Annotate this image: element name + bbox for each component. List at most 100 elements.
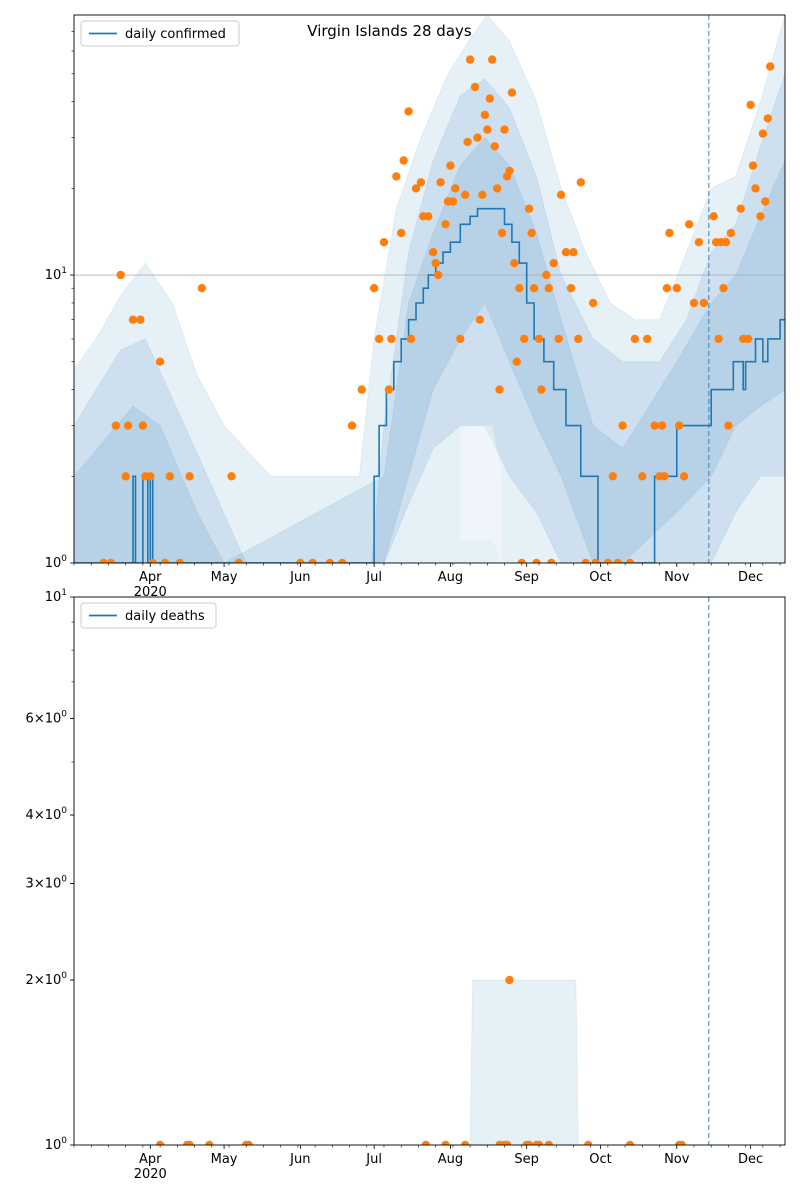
data-point	[584, 1140, 593, 1145]
data-point	[99, 558, 108, 563]
data-point	[446, 161, 455, 170]
y-tick-label: 100	[45, 1136, 68, 1153]
x-tick-label: Jul	[365, 1152, 382, 1167]
data-point	[529, 284, 539, 293]
data-point	[524, 204, 534, 213]
data-point	[544, 1140, 553, 1145]
data-point	[736, 204, 745, 213]
data-point	[495, 385, 504, 394]
data-point	[374, 334, 384, 344]
data-point	[709, 212, 718, 221]
data-point	[475, 315, 485, 324]
data-point	[488, 55, 497, 64]
y-tick-base: 10	[45, 1138, 62, 1153]
x-tick-label: May	[211, 1152, 238, 1167]
y-tick-exponent: 0	[61, 971, 67, 981]
data-point	[244, 1140, 253, 1145]
data-point	[549, 258, 558, 268]
legend-box	[80, 20, 240, 47]
legend: daily confirmed	[80, 20, 240, 47]
y-tick-exponent: 0	[61, 1136, 67, 1146]
x-tick-label: May	[211, 570, 238, 585]
y-tick-base: 10	[45, 877, 62, 892]
data-point	[456, 334, 465, 344]
data-point	[433, 270, 443, 280]
data-point	[699, 298, 708, 308]
data-point	[608, 472, 617, 481]
data-point	[625, 1140, 635, 1145]
data-point	[392, 172, 401, 181]
data-point	[748, 161, 758, 170]
data-point	[461, 1140, 470, 1145]
data-point	[591, 558, 600, 563]
data-point	[679, 472, 689, 481]
y-tick-mantissa: 6×	[26, 712, 45, 727]
data-point	[638, 472, 647, 481]
data-point	[128, 315, 138, 324]
data-point	[517, 558, 526, 563]
x-tick-label-line: Jun	[289, 570, 310, 585]
data-point	[296, 558, 305, 563]
data-point	[556, 190, 566, 199]
x-tick-label-line: Aug	[438, 570, 463, 585]
data-point	[719, 284, 728, 293]
data-point	[603, 558, 613, 563]
data-point	[527, 228, 536, 238]
y-tick-base: 10	[45, 556, 62, 571]
data-point	[618, 421, 627, 430]
data-point	[431, 258, 440, 268]
x-tick-label: Jun	[289, 570, 310, 585]
data-point	[505, 166, 514, 176]
y-tick-exponent: 1	[61, 588, 67, 598]
data-point	[510, 258, 519, 268]
data-point	[763, 114, 772, 123]
data-point	[111, 421, 121, 430]
data-point	[123, 421, 133, 430]
data-point	[613, 558, 622, 563]
data-point	[421, 1140, 430, 1145]
x-tick-label: Oct	[589, 1152, 611, 1167]
legend-label: daily confirmed	[125, 27, 226, 42]
data-point	[478, 190, 487, 199]
data-point	[643, 334, 652, 344]
data-point	[547, 558, 556, 563]
data-point	[766, 62, 775, 71]
y-tick-label: 100	[45, 554, 68, 571]
data-point	[205, 1140, 214, 1145]
y-tick-exponent: 1	[61, 266, 67, 276]
data-point	[569, 248, 578, 257]
x-tick-label-line: May	[211, 570, 238, 585]
data-point	[416, 178, 426, 187]
data-point	[155, 357, 165, 366]
data-point	[485, 94, 494, 103]
data-point	[758, 129, 768, 138]
y-tick-exponent: 0	[61, 875, 67, 885]
x-tick-label-line: 2020	[134, 1167, 167, 1182]
legend-box	[80, 602, 217, 629]
data-point	[106, 558, 116, 563]
confidence-band-2	[74, 136, 785, 563]
y-tick-exponent: 0	[61, 554, 67, 564]
x-tick-label-line: Nov	[664, 1152, 690, 1167]
data-point	[672, 284, 681, 293]
data-point	[625, 558, 635, 563]
y-tick-base: 10	[45, 712, 62, 727]
data-point	[721, 238, 731, 247]
x-tick-label: Apr 2020	[134, 1152, 167, 1182]
data-point	[451, 184, 460, 193]
legend: daily deaths	[80, 602, 217, 629]
y-tick-base: 10	[45, 268, 62, 283]
series-line-0	[74, 207, 785, 563]
data-point	[175, 558, 184, 563]
x-tick-label-line: Aug	[438, 1152, 463, 1167]
confidence-band-0	[469, 979, 579, 1145]
data-point	[384, 385, 394, 394]
data-point	[576, 178, 585, 187]
data-point	[574, 334, 583, 344]
data-point	[357, 385, 366, 394]
data-point	[743, 334, 753, 344]
data-point	[436, 178, 445, 187]
data-point	[581, 558, 590, 563]
